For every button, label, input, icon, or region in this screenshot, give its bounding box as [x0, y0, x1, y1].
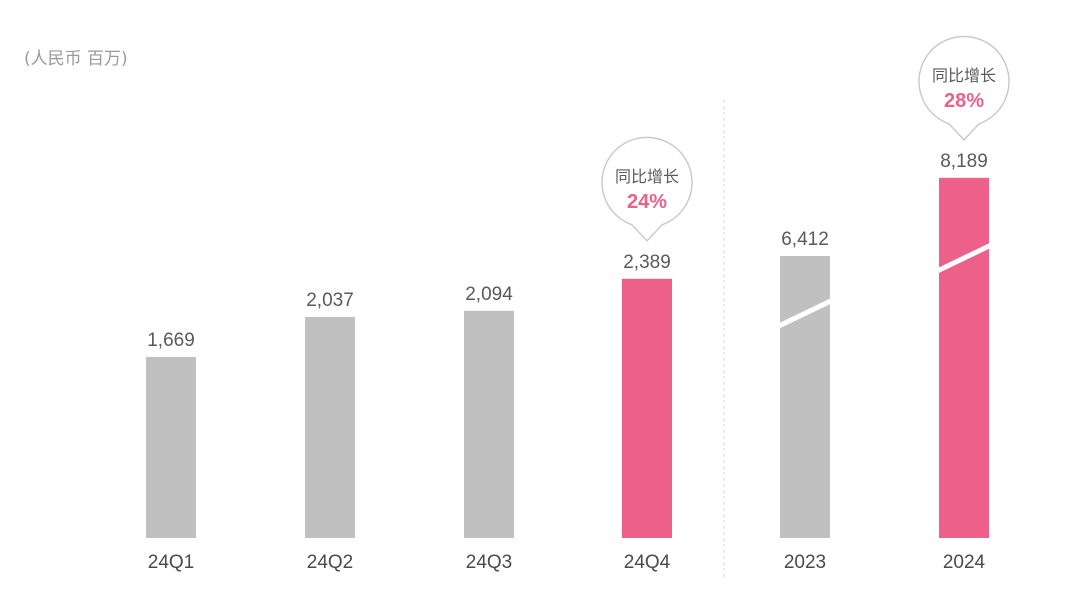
category-label-2023: 2023 [784, 552, 826, 573]
category-label-24Q3: 24Q3 [466, 552, 512, 573]
category-label-24Q4: 24Q4 [624, 552, 671, 573]
bar-24Q3 [464, 310, 514, 538]
growth-callout: 同比增长 24% [601, 136, 693, 242]
bar-2023 [780, 256, 830, 538]
value-label-2024: 8,189 [940, 151, 988, 172]
bar-2024 [939, 177, 989, 538]
callout-title: 同比增长 [615, 168, 679, 186]
value-label-24Q2: 2,037 [306, 290, 354, 311]
callout-bubble [918, 35, 1010, 141]
value-label-2023: 6,412 [781, 229, 829, 250]
callout-bubble [601, 136, 693, 242]
callout-value: 28% [944, 90, 984, 112]
growth-callout: 同比增长 28% [918, 35, 1010, 141]
unit-label: (人民币 百万) [24, 49, 128, 69]
axis-break-mark [935, 242, 993, 274]
category-label-24Q1: 24Q1 [148, 552, 194, 573]
value-label-24Q1: 1,669 [147, 330, 195, 351]
bar-24Q1 [146, 356, 196, 538]
value-label-24Q3: 2,094 [465, 284, 513, 305]
category-label-24Q2: 24Q2 [307, 552, 353, 573]
axis-break-mark [776, 298, 834, 329]
callout-value: 24% [627, 191, 667, 213]
category-label-2024: 2024 [943, 552, 986, 573]
value-label-24Q4: 2,389 [623, 252, 671, 273]
bar-24Q4 [622, 278, 672, 538]
callout-title: 同比增长 [932, 67, 996, 85]
bar-24Q2 [305, 316, 355, 538]
